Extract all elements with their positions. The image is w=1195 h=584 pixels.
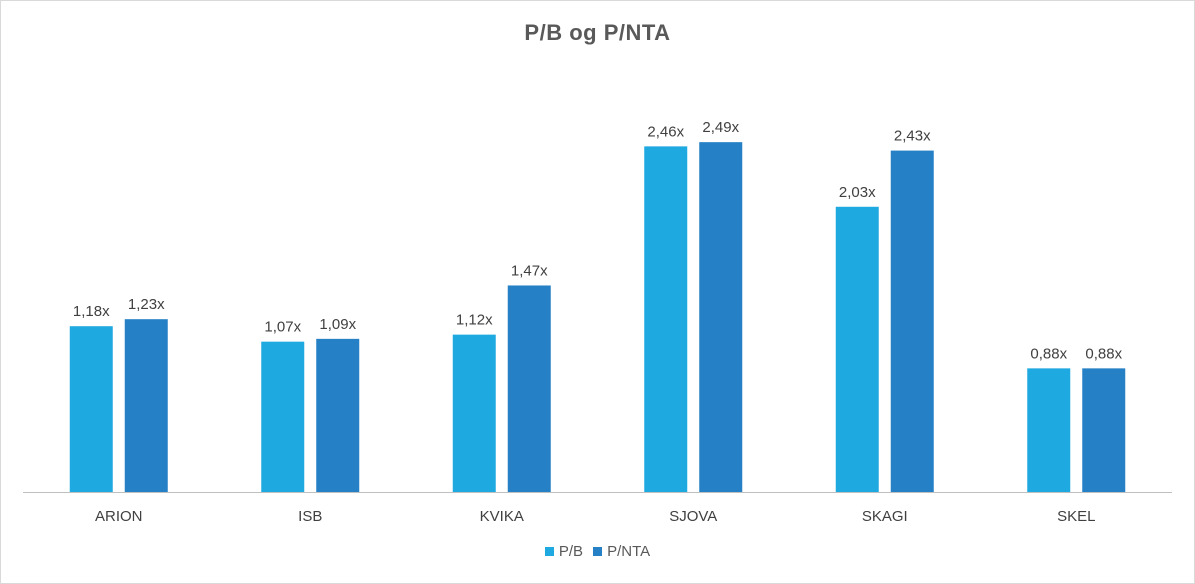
bar-isb-pnta bbox=[316, 338, 360, 492]
legend-swatch-pnta bbox=[593, 547, 603, 556]
bar-kvika-pnta bbox=[507, 285, 551, 492]
x-tick-label-skel: SKEL bbox=[1057, 508, 1095, 525]
bar-skagi-pb bbox=[835, 206, 879, 492]
legend-label-pnta: P/NTA bbox=[607, 543, 651, 560]
data-label-isb-pb: 1,07x bbox=[264, 319, 301, 336]
x-tick-label-sjova: SJOVA bbox=[669, 508, 717, 525]
bar-kvika-pb bbox=[452, 334, 496, 492]
bar-skel-pb bbox=[1027, 368, 1071, 492]
legend-label-pb: P/B bbox=[558, 543, 584, 560]
bar-arion-pnta bbox=[124, 319, 168, 492]
bar-isb-pb bbox=[261, 341, 305, 492]
data-label-skagi-pb: 2,03x bbox=[839, 184, 876, 201]
x-tick-label-kvika: KVIKA bbox=[480, 508, 524, 525]
data-label-kvika-pnta: 1,47x bbox=[511, 262, 548, 279]
x-tick-label-isb: ISB bbox=[298, 508, 322, 525]
data-label-skel-pb: 0,88x bbox=[1030, 345, 1067, 362]
data-label-kvika-pb: 1,12x bbox=[456, 312, 493, 329]
data-label-isb-pnta: 1,09x bbox=[319, 316, 356, 333]
x-tick-label-arion: ARION bbox=[95, 508, 143, 525]
chart-marks: 1,18x 1,23x ARION 1,07x 1,09x ISB 1,12x 1,47x KV… bbox=[23, 119, 1172, 525]
bar-sjova-pnta bbox=[699, 142, 743, 492]
legend-swatch-pb bbox=[544, 547, 554, 556]
legend-item-pb: P/B bbox=[544, 543, 584, 560]
x-tick-label-skagi: SKAGI bbox=[862, 508, 908, 525]
data-label-skagi-pnta: 2,43x bbox=[894, 128, 931, 145]
data-label-arion-pb: 1,18x bbox=[73, 303, 110, 320]
bar-skel-pnta bbox=[1082, 368, 1126, 492]
data-label-arion-pnta: 1,23x bbox=[128, 296, 165, 313]
bar-sjova-pb bbox=[644, 146, 688, 492]
bar-skagi-pnta bbox=[890, 150, 934, 492]
chart-title: P/B og P/NTA bbox=[524, 20, 671, 45]
data-label-skel-pnta: 0,88x bbox=[1085, 345, 1122, 362]
legend: P/B P/NTA bbox=[0, 543, 1195, 560]
bar-arion-pb bbox=[69, 326, 113, 492]
legend-item-pnta: P/NTA bbox=[593, 543, 650, 560]
data-label-sjova-pb: 2,46x bbox=[647, 123, 684, 140]
data-label-sjova-pnta: 2,49x bbox=[702, 119, 739, 136]
